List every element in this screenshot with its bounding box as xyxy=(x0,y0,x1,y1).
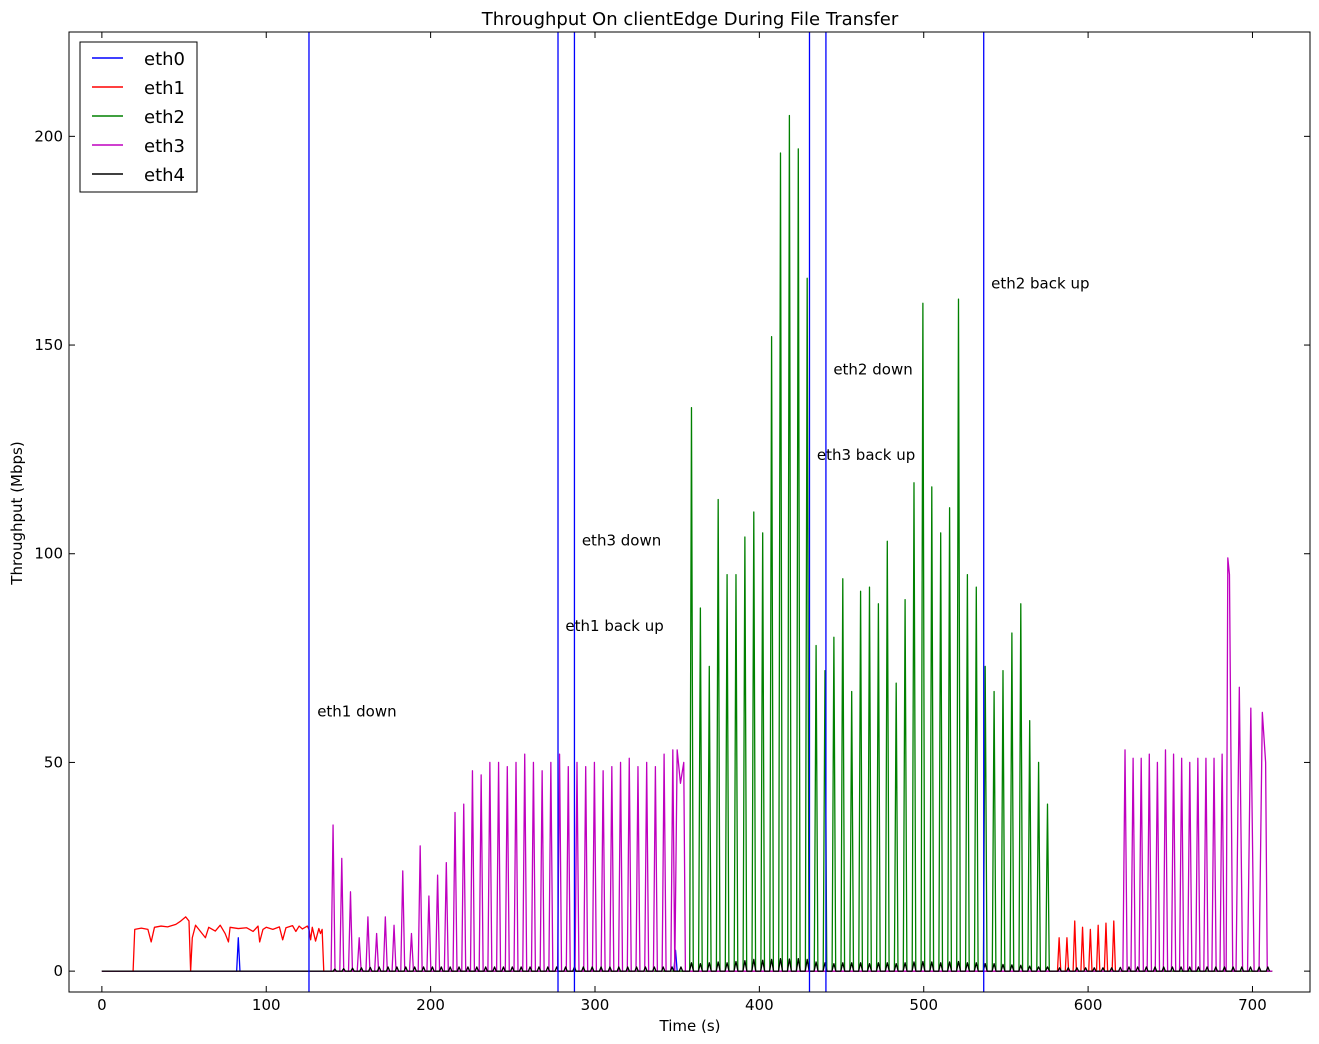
legend-label-eth0: eth0 xyxy=(144,49,185,70)
y-tick-label: 200 xyxy=(34,127,63,145)
x-tick-label: 100 xyxy=(252,996,281,1014)
legend: eth0 eth1 eth2 eth3 eth4 xyxy=(79,41,198,193)
legend-label-eth2: eth2 xyxy=(144,107,185,128)
series-line-eth4 xyxy=(101,957,1271,972)
y-tick-label: 50 xyxy=(44,753,63,771)
y-tick-label: 150 xyxy=(34,336,63,354)
series-line-eth2 xyxy=(101,114,1273,972)
x-tick-label: 0 xyxy=(97,996,107,1014)
x-tick-label: 500 xyxy=(909,996,938,1014)
legend-label-eth4: eth4 xyxy=(144,165,185,186)
x-tick-label: 600 xyxy=(1074,996,1103,1014)
x-tick-label: 200 xyxy=(416,996,445,1014)
y-axis-label: Throughput (Mbps) xyxy=(8,441,26,585)
x-tick-label: 400 xyxy=(745,996,774,1014)
event-lines-layer xyxy=(308,32,985,992)
x-axis-label: Time (s) xyxy=(659,1017,721,1035)
legend-label-eth1: eth1 xyxy=(144,78,185,99)
annotation-4: eth3 back up xyxy=(817,446,915,464)
annotation-5: eth2 down xyxy=(833,360,912,378)
series-line-eth1 xyxy=(101,916,1273,972)
plot-frame xyxy=(68,31,1311,993)
annotation-6: eth2 back up xyxy=(991,275,1089,293)
y-tick-label: 0 xyxy=(53,962,63,980)
annotation-1: eth1 down xyxy=(317,703,396,721)
x-tick-label: 300 xyxy=(581,996,610,1014)
annotation-2: eth1 back up xyxy=(565,617,663,635)
annotations-layer: eth1 down eth1 back up eth3 down eth3 back … xyxy=(317,275,1089,721)
ticks-layer: 0 100 200 300 400 500 600 700 0 50 100 150 200 xyxy=(34,32,1310,1014)
series-layer xyxy=(101,114,1273,972)
annotation-3: eth3 down xyxy=(582,531,661,549)
y-tick-label: 100 xyxy=(34,545,63,563)
x-tick-label: 700 xyxy=(1238,996,1267,1014)
chart-title: Throughput On clientEdge During File Tra… xyxy=(481,9,899,30)
legend-label-eth3: eth3 xyxy=(144,136,185,157)
legend-box xyxy=(79,41,198,193)
